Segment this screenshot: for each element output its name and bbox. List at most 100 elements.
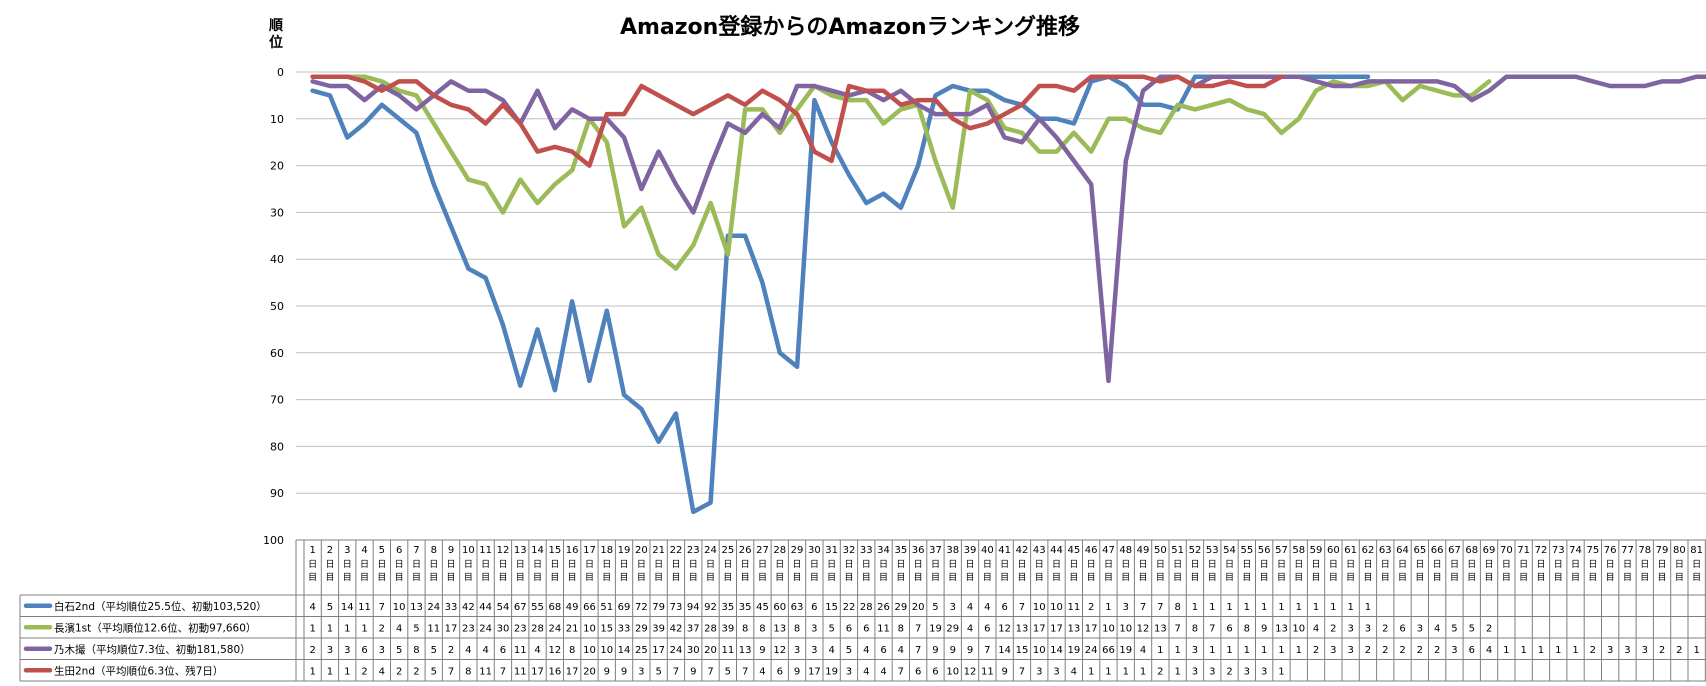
table-cell: 14 xyxy=(341,602,354,613)
x-tick-suffix: 目 xyxy=(585,572,594,583)
table-cell: 2 xyxy=(1157,666,1163,677)
x-tick-suffix: 日 xyxy=(1363,559,1372,570)
table-cell: 3 xyxy=(344,645,350,656)
x-tick-label: 29 xyxy=(791,545,804,556)
table-cell: 3 xyxy=(1624,645,1630,656)
x-tick-label: 58 xyxy=(1292,545,1305,556)
series-line-4 xyxy=(310,74,1284,168)
x-tick-suffix: 目 xyxy=(498,572,507,583)
x-tick-label: 55 xyxy=(1240,545,1253,556)
table-cell: 33 xyxy=(445,602,458,613)
x-tick-suffix: 日 xyxy=(464,559,473,570)
x-tick-suffix: 目 xyxy=(1017,572,1026,583)
x-tick-suffix: 日 xyxy=(1087,559,1096,570)
table-cell: 4 xyxy=(396,623,402,634)
x-tick-suffix: 目 xyxy=(533,572,542,583)
series-lines xyxy=(310,74,1706,515)
x-tick-suffix: 日 xyxy=(1260,559,1269,570)
table-cell: 14 xyxy=(1050,645,1063,656)
x-tick-suffix: 日 xyxy=(1675,559,1684,570)
table-cell: 11 xyxy=(721,645,734,656)
table-cell: 1 xyxy=(1140,666,1146,677)
x-tick-suffix: 目 xyxy=(1675,572,1684,583)
table-cell: 9 xyxy=(1001,666,1007,677)
x-tick-label: 47 xyxy=(1102,545,1115,556)
table-cell: 8 xyxy=(898,623,904,634)
x-tick-suffix: 目 xyxy=(620,572,629,583)
x-tick-suffix: 日 xyxy=(377,559,386,570)
x-tick-suffix: 日 xyxy=(931,559,940,570)
table-cell: 1 xyxy=(1365,602,1371,613)
x-tick-suffix: 日 xyxy=(810,559,819,570)
table-cell: 3 xyxy=(1192,666,1198,677)
x-tick-label: 24 xyxy=(704,545,717,556)
x-tick-suffix: 目 xyxy=(1294,572,1303,583)
table-cell: 2 xyxy=(1313,645,1319,656)
table-cell: 13 xyxy=(1067,623,1080,634)
x-tick-suffix: 日 xyxy=(706,559,715,570)
table-cell: 7 xyxy=(1019,666,1025,677)
table-cell: 9 xyxy=(932,645,938,656)
table-cell: 11 xyxy=(514,666,527,677)
y-tick-label: 20 xyxy=(270,160,284,173)
x-tick-suffix: 日 xyxy=(498,559,507,570)
table-cell: 19 xyxy=(1067,645,1080,656)
x-tick-suffix: 目 xyxy=(1519,572,1528,583)
x-tick-suffix: 目 xyxy=(343,572,352,583)
x-tick-label: 72 xyxy=(1535,545,1548,556)
x-tick-suffix: 目 xyxy=(1450,572,1459,583)
x-tick-label: 12 xyxy=(497,545,510,556)
table-cell: 6 xyxy=(846,623,852,634)
table-cell: 4 xyxy=(1140,645,1146,656)
x-tick-suffix: 目 xyxy=(775,572,784,583)
x-tick-suffix: 目 xyxy=(1485,572,1494,583)
x-tick-suffix: 日 xyxy=(1104,559,1113,570)
series-name-3: 乃木撮（平均順位7.3位、初動181,580） xyxy=(54,643,251,656)
x-tick-suffix: 目 xyxy=(1329,572,1338,583)
table-cell: 4 xyxy=(863,645,869,656)
table-cell: 4 xyxy=(534,645,540,656)
table-cell: 12 xyxy=(1137,623,1150,634)
x-tick-suffix: 日 xyxy=(1571,559,1580,570)
x-tick-suffix: 日 xyxy=(654,559,663,570)
x-tick-suffix: 目 xyxy=(914,572,923,583)
y-tick-label: 30 xyxy=(270,206,284,219)
y-tick-label: 70 xyxy=(270,394,284,407)
table-cell: 7 xyxy=(898,666,904,677)
x-tick-suffix: 目 xyxy=(1312,572,1321,583)
table-cell: 17 xyxy=(1050,623,1063,634)
x-tick-suffix: 日 xyxy=(1225,559,1234,570)
table-cell: 66 xyxy=(583,602,596,613)
table-cell: 6 xyxy=(811,602,817,613)
table-cell: 35 xyxy=(721,602,734,613)
table-cell: 3 xyxy=(1330,645,1336,656)
table-cell: 13 xyxy=(739,645,752,656)
table-cell: 7 xyxy=(984,645,990,656)
x-tick-label: 34 xyxy=(877,545,890,556)
table-cell: 45 xyxy=(756,602,769,613)
table-cell: 10 xyxy=(1102,623,1115,634)
x-tick-suffix: 日 xyxy=(1173,559,1182,570)
x-tick-suffix: 日 xyxy=(758,559,767,570)
table-cell: 6 xyxy=(863,623,869,634)
x-tick-suffix: 目 xyxy=(671,572,680,583)
x-tick-label: 66 xyxy=(1431,545,1444,556)
table-cell: 1 xyxy=(1157,645,1163,656)
y-tick-label: 40 xyxy=(270,253,284,266)
table-cell: 39 xyxy=(721,623,734,634)
x-tick-label: 32 xyxy=(843,545,856,556)
table-cell: 4 xyxy=(309,602,315,613)
table-cell: 3 xyxy=(638,666,644,677)
table-cell: 4 xyxy=(1313,623,1319,634)
table-cell: 55 xyxy=(531,602,544,613)
x-tick-suffix: 日 xyxy=(620,559,629,570)
table-cell: 1 xyxy=(344,666,350,677)
table-cell: 14 xyxy=(998,645,1011,656)
x-tick-suffix: 目 xyxy=(1190,572,1199,583)
table-cell: 10 xyxy=(583,645,596,656)
table-cell: 17 xyxy=(1033,623,1046,634)
table-cell: 7 xyxy=(742,666,748,677)
table-cell: 14 xyxy=(618,645,631,656)
x-tick-suffix: 目 xyxy=(1121,572,1130,583)
series-line-3 xyxy=(310,74,1706,384)
